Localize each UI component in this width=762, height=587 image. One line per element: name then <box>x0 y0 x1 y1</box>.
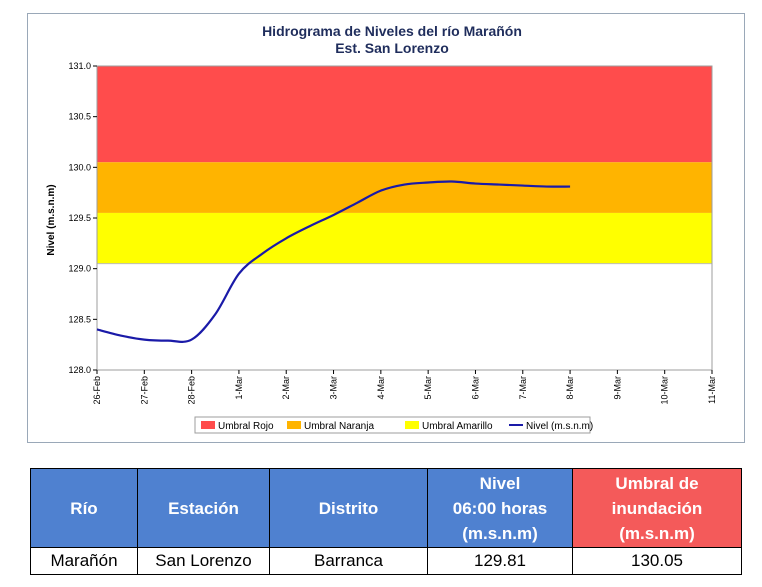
legend-swatch <box>287 421 301 429</box>
y-tick-label: 129.0 <box>68 264 91 274</box>
y-tick-label: 130.0 <box>68 162 91 172</box>
legend-label: Umbral Naranja <box>304 421 374 432</box>
x-tick-label: 10-Mar <box>660 376 670 405</box>
x-tick-label: 8-Mar <box>565 376 575 400</box>
y-tick-label: 131.0 <box>68 61 91 71</box>
station-level-table: Río Estación Distrito Nivel 06:00 horas … <box>30 468 742 575</box>
band-umbral-naranja <box>97 162 712 213</box>
y-tick-label: 128.5 <box>68 314 91 324</box>
band-umbral-rojo <box>97 66 712 163</box>
table-header-row: Río Estación Distrito Nivel 06:00 horas … <box>30 468 742 548</box>
chart-legend: Umbral Rojo Umbral Naranja Umbral Amarillo… <box>194 416 593 434</box>
table-row: Marañón San Lorenzo Barranca 129.81 130.… <box>30 547 742 575</box>
header-estacion: Estación <box>137 468 270 548</box>
x-tick-label: 27-Feb <box>139 376 149 405</box>
y-tick-label: 129.5 <box>68 213 91 223</box>
x-tick-label: 5-Mar <box>423 376 433 400</box>
cell-estacion: San Lorenzo <box>137 547 270 575</box>
x-tick-label: 2-Mar <box>281 376 291 400</box>
x-tick-label: 6-Mar <box>470 376 480 400</box>
legend-label: Umbral Rojo <box>218 421 274 432</box>
series-line-nivel <box>96 180 571 343</box>
y-tick-label: 128.0 <box>68 365 91 375</box>
x-tick-label: 11-Mar <box>707 376 717 404</box>
y-axis-title: Nivel (m.s.n.m) <box>46 184 57 255</box>
legend-swatch <box>201 421 215 429</box>
y-tick-label: 130.5 <box>68 112 91 122</box>
x-tick-label: 3-Mar <box>329 376 339 400</box>
chart-subtitle: Est. San Lorenzo <box>335 40 449 56</box>
x-tick-label: 9-Mar <box>612 376 622 400</box>
x-tick-label: 1-Mar <box>234 376 244 400</box>
band-umbral-amarillo <box>97 212 712 264</box>
cell-rio: Marañón <box>30 547 138 575</box>
x-tick-label: 28-Feb <box>187 376 197 405</box>
chart-title: Hidrograma de Niveles del río Marañón <box>262 23 522 39</box>
cell-distrito: Barranca <box>269 547 428 575</box>
legend-swatch <box>405 421 419 429</box>
header-umbral: Umbral de inundación (m.s.n.m) <box>572 468 742 548</box>
chart-container: Hidrograma de Niveles del río Marañón Es… <box>27 13 745 443</box>
x-tick-label: 7-Mar <box>518 376 528 400</box>
cell-nivel: 129.81 <box>427 547 573 575</box>
hydrograph-chart: Hidrograma de Niveles del río Marañón Es… <box>46 23 717 434</box>
header-distrito: Distrito <box>269 468 428 548</box>
x-tick-label: 4-Mar <box>376 376 386 400</box>
legend-label: Nivel (m.s.n.m) <box>526 421 593 432</box>
x-tick-label: 26-Feb <box>92 376 102 405</box>
cell-umbral: 130.05 <box>572 547 742 575</box>
header-rio: Río <box>30 468 138 548</box>
legend-label: Umbral Amarillo <box>422 421 493 432</box>
header-nivel: Nivel 06:00 horas (m.s.n.m) <box>427 468 573 548</box>
